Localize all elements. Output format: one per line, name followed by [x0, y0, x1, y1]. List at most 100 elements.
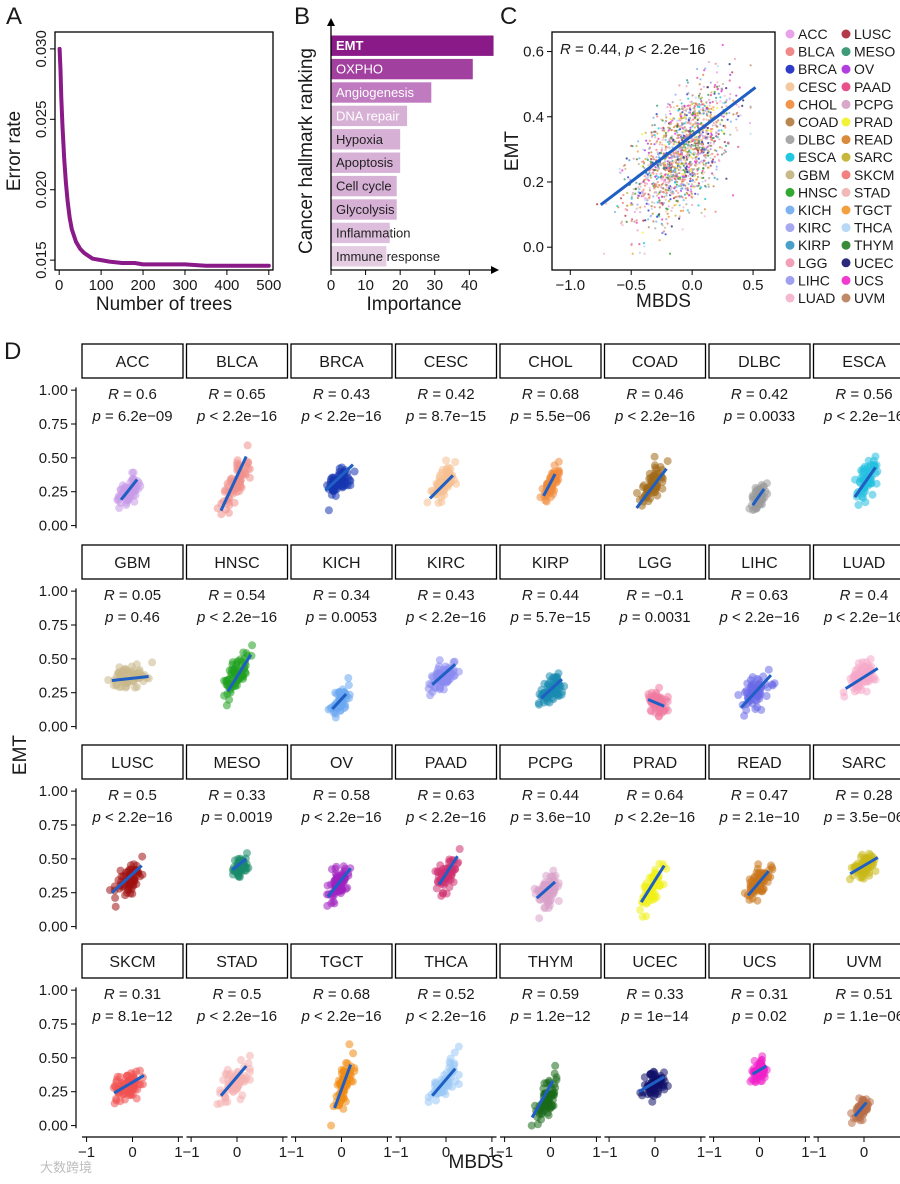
scatter-point	[243, 441, 252, 450]
scatter-point	[698, 139, 701, 143]
p-value: < 2.2e−16	[310, 408, 382, 425]
bar-immune-response	[331, 246, 387, 267]
scatter-point	[657, 176, 660, 179]
scatter-point	[673, 140, 676, 143]
plot-frame	[54, 31, 274, 271]
scatter-point	[732, 99, 735, 102]
legend-label: BLCA	[798, 44, 835, 60]
scatter-point	[653, 133, 656, 137]
p-value: < 2.2e−16	[101, 809, 173, 826]
scatter-point	[639, 185, 642, 188]
scatter-point	[677, 109, 680, 112]
legend-label: SKCM	[854, 167, 894, 183]
scatter-point	[654, 168, 657, 172]
scatter-point	[645, 139, 648, 142]
scatter-point	[331, 864, 340, 873]
scatter-point	[702, 163, 705, 166]
scatter-point	[681, 107, 684, 110]
r-label: R	[417, 787, 428, 804]
scatter-point	[661, 146, 664, 149]
scatter-point	[690, 192, 694, 195]
scatter-point	[130, 683, 139, 692]
scatter-point	[431, 867, 440, 876]
r-label: R	[104, 587, 115, 604]
x-axis-title: Importance	[366, 294, 461, 315]
scatter-point	[663, 457, 672, 466]
scatter-point	[702, 176, 705, 179]
scatter-point	[686, 209, 689, 212]
facet-title: UVM	[846, 954, 882, 971]
scatter-point	[654, 190, 657, 193]
scatter-point	[680, 195, 683, 198]
scatter-point	[686, 163, 689, 166]
scatter-point	[661, 218, 664, 221]
scatter-point	[677, 164, 681, 167]
scatter-point	[703, 104, 706, 107]
y-tick-label: 0.4	[523, 109, 544, 126]
y-tick-label: 0.00	[39, 719, 68, 736]
scatter-point	[641, 164, 644, 167]
bar-inflammation	[331, 222, 390, 244]
y-tick-label: 0.50	[39, 651, 68, 668]
scatter-point	[695, 178, 698, 181]
panel-letter-c: C	[500, 3, 517, 30]
legend-swatch	[841, 240, 851, 250]
scatter-point	[327, 1121, 336, 1130]
scatter-point	[716, 102, 719, 105]
scatter-point	[662, 201, 665, 205]
y-tick-label: 0.00	[39, 1118, 68, 1135]
facet-title: KIRC	[427, 555, 465, 572]
scatter-point	[646, 176, 649, 180]
scatter-point	[639, 211, 642, 214]
r-label: R	[104, 986, 115, 1003]
p-label: p	[300, 408, 309, 425]
legend-swatch	[841, 29, 851, 39]
scatter-point	[669, 141, 672, 144]
scatter-point	[439, 888, 447, 897]
scatter-point	[621, 169, 624, 172]
legend-label: LIHC	[798, 272, 830, 288]
scatter-point	[647, 209, 650, 212]
scatter-point	[697, 126, 700, 129]
scatter-point	[551, 871, 560, 880]
scatter-point	[694, 192, 697, 195]
facet-r-stat: R = 0.68	[313, 986, 370, 1003]
scatter-point	[670, 157, 673, 160]
scatter-point	[652, 195, 655, 198]
facet-r-stat: R = 0.47	[731, 787, 788, 804]
scatter-point	[682, 134, 685, 137]
scatter-point	[667, 200, 671, 203]
facet-r-stat: R = 0.63	[731, 587, 788, 604]
r-label: R	[835, 787, 846, 804]
scatter-point	[707, 93, 710, 96]
scatter-point	[675, 141, 678, 144]
scatter-point	[651, 124, 654, 127]
x-tick-label: 100	[89, 277, 114, 294]
r-label: R	[626, 386, 637, 403]
scatter-point	[711, 124, 714, 127]
fit-line	[535, 880, 557, 900]
bar-oxpho	[331, 58, 473, 80]
p-value: = 8.1e−12	[101, 1008, 173, 1025]
scatter-point	[700, 148, 703, 152]
facet-p-stat: p = 0.46	[104, 609, 160, 626]
scatter-point	[641, 133, 644, 136]
scatter-point	[687, 194, 691, 197]
scatter-point	[698, 111, 701, 115]
scatter-point	[706, 135, 709, 138]
bar-label: OXPHO	[336, 62, 383, 77]
scatter-point	[237, 1056, 245, 1064]
scatter-point	[684, 147, 687, 151]
scatter-point	[699, 103, 702, 107]
scatter-point	[700, 186, 703, 189]
scatter-point	[650, 154, 653, 157]
scatter-point	[622, 193, 625, 197]
scatter-point	[680, 134, 683, 137]
legend-label: READ	[854, 132, 893, 148]
scatter-point	[445, 855, 454, 864]
scatter-point	[641, 231, 644, 234]
p-value: = 3.5e−06	[832, 809, 900, 826]
